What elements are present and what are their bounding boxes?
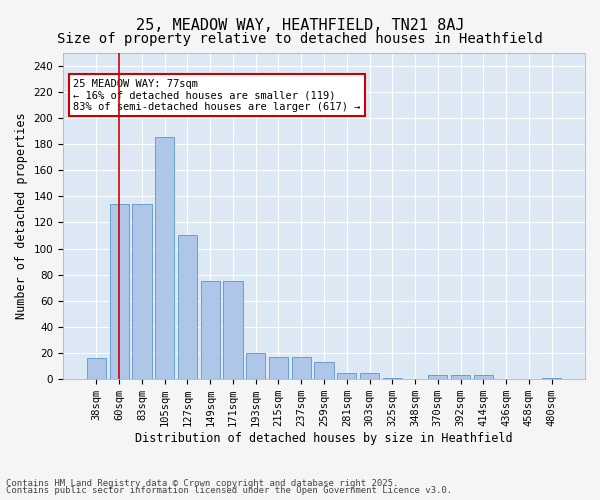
Bar	[200, 281, 220, 379]
Bar	[473, 376, 493, 379]
Bar	[360, 372, 379, 379]
Bar	[428, 376, 448, 379]
Bar	[155, 138, 175, 379]
Bar	[292, 357, 311, 379]
Text: Contains HM Land Registry data © Crown copyright and database right 2025.: Contains HM Land Registry data © Crown c…	[6, 478, 398, 488]
Bar	[132, 204, 152, 379]
Bar	[246, 353, 265, 379]
Bar	[269, 357, 288, 379]
X-axis label: Distribution of detached houses by size in Heathfield: Distribution of detached houses by size …	[135, 432, 513, 445]
Bar	[87, 358, 106, 379]
Bar	[110, 204, 129, 379]
Bar	[542, 378, 561, 379]
Text: Contains public sector information licensed under the Open Government Licence v3: Contains public sector information licen…	[6, 486, 452, 495]
Bar	[383, 378, 402, 379]
Bar	[223, 281, 242, 379]
Text: 25 MEADOW WAY: 77sqm
← 16% of detached houses are smaller (119)
83% of semi-deta: 25 MEADOW WAY: 77sqm ← 16% of detached h…	[73, 78, 361, 112]
Bar	[178, 236, 197, 379]
Text: 25, MEADOW WAY, HEATHFIELD, TN21 8AJ: 25, MEADOW WAY, HEATHFIELD, TN21 8AJ	[136, 18, 464, 32]
Bar	[451, 376, 470, 379]
Bar	[314, 362, 334, 379]
Y-axis label: Number of detached properties: Number of detached properties	[15, 112, 28, 319]
Text: Size of property relative to detached houses in Heathfield: Size of property relative to detached ho…	[57, 32, 543, 46]
Bar	[337, 372, 356, 379]
